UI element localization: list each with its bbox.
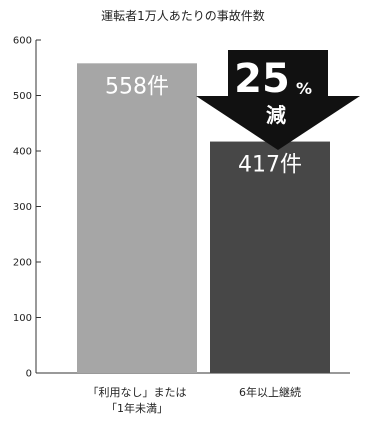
bar-value-label: 417件 [238, 153, 302, 178]
reduction-percent-symbol: % [296, 79, 312, 98]
y-tick-label: 600 [13, 36, 32, 47]
chart-title: 運転者1万人あたりの事故件数 [101, 8, 265, 23]
y-tick-label: 0 [26, 369, 32, 380]
bar-1 [77, 63, 197, 374]
category-label: 6年以上継続 [239, 385, 301, 399]
y-tick-label: 400 [13, 147, 32, 158]
reduction-number: 25 [234, 56, 290, 102]
bars: 558件 417件 [77, 63, 330, 374]
category-label: 「利用なし」または [88, 386, 187, 399]
category-label: 「1年未満」 [106, 401, 168, 415]
y-tick-label: 300 [13, 202, 32, 213]
y-tick-label: 200 [13, 258, 32, 269]
down-arrow-icon [196, 50, 360, 150]
y-ticks: 0 100 200 300 400 500 600 [13, 36, 41, 380]
bar-2 [210, 141, 330, 373]
reduction-word: 減 [266, 103, 286, 127]
y-tick-label: 500 [13, 91, 32, 102]
category-labels: 「利用なし」または「1年未満」 6年以上継続 [88, 385, 302, 415]
y-tick-label: 100 [13, 313, 32, 324]
bar-value-label: 558件 [105, 74, 169, 99]
reduction-arrow: 25 % 減 [196, 50, 360, 150]
